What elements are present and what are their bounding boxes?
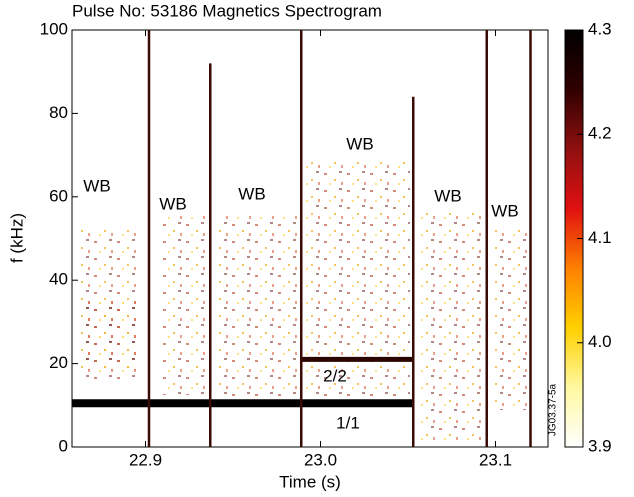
plot-frame xyxy=(71,29,549,448)
mode-label: 1/1 xyxy=(336,413,360,432)
colorbar-tick-label: 4.0 xyxy=(588,332,612,351)
x-tick-label: 23.1 xyxy=(479,450,512,469)
mode-label: 2/2 xyxy=(323,366,347,385)
y-tick-label: 100 xyxy=(40,19,68,38)
annotation: WB xyxy=(491,201,518,220)
annotation: WB xyxy=(346,134,373,153)
annotation: WB xyxy=(83,176,110,195)
annotation: WB xyxy=(434,186,461,205)
colorbar-tick-label: 4.3 xyxy=(588,19,612,38)
y-tick-label: 20 xyxy=(49,353,68,372)
colorbar-tick-label: 4.2 xyxy=(588,124,612,143)
x-tick-label: 23.0 xyxy=(304,450,337,469)
x-axis-label: Time (s) xyxy=(279,472,341,491)
x-tick-label: 22.9 xyxy=(129,450,162,469)
chart-title: Pulse No: 53186 Magnetics Spectrogram xyxy=(72,1,382,20)
y-tick-label: 80 xyxy=(49,103,68,122)
y-tick-label: 40 xyxy=(49,270,68,289)
figure-id: JG03.37-5a xyxy=(548,383,559,436)
annotation: WB xyxy=(159,194,186,213)
y-tick-label: 60 xyxy=(49,186,68,205)
annotation: WB xyxy=(238,184,265,203)
colorbar-tick-label: 3.9 xyxy=(588,436,612,455)
y-axis-label: f (kHz) xyxy=(7,213,26,263)
y-tick-label: 0 xyxy=(59,436,68,455)
colorbar-tick-label: 4.1 xyxy=(588,228,612,247)
